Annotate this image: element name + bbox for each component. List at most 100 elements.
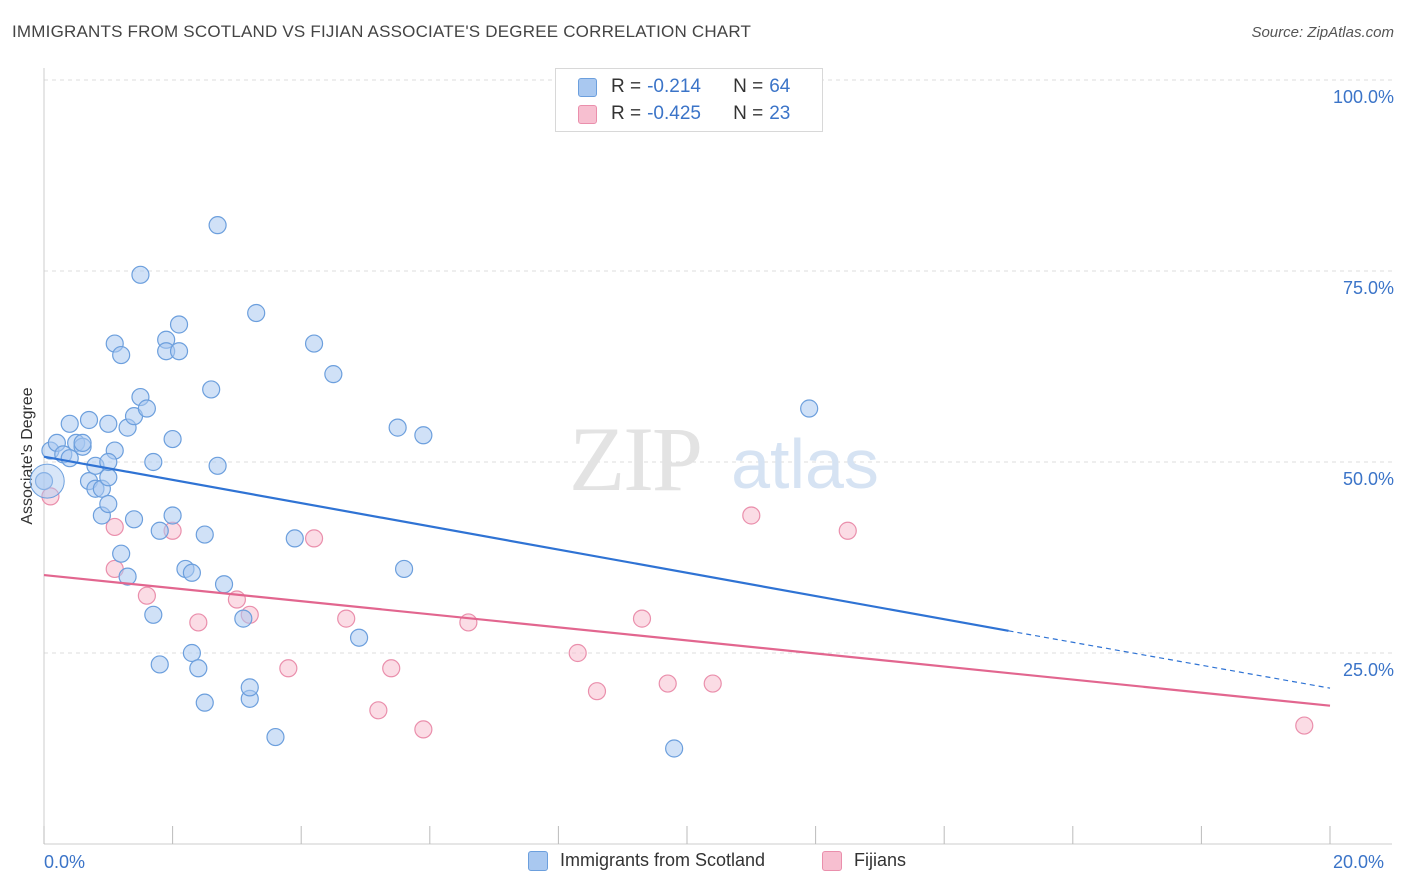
data-point — [266, 727, 285, 747]
legend-swatch-pink — [822, 850, 842, 871]
legend-swatch-pink — [578, 104, 597, 124]
data-point — [150, 521, 169, 540]
legend-swatch-blue — [528, 850, 548, 871]
data-point — [665, 739, 684, 758]
y-tick-25: 25.0% — [1342, 660, 1394, 680]
data-point — [240, 678, 259, 697]
data-point — [195, 693, 214, 712]
watermark-atlas: atlas — [731, 425, 879, 503]
data-point — [34, 472, 54, 491]
n-label: N = — [733, 103, 764, 124]
r-value: -0.214 — [647, 76, 701, 97]
data-point — [144, 605, 163, 624]
grid-lines — [44, 79, 1394, 654]
watermark-zip: ZIP — [569, 408, 701, 510]
n-value: 64 — [769, 76, 791, 97]
stats-row-fijians: R = -0.425 N = 23 — [578, 102, 790, 126]
legend-label: Fijians — [854, 850, 907, 870]
data-point — [208, 216, 227, 235]
data-point — [144, 452, 163, 472]
trend-line-fijians — [43, 573, 1331, 707]
data-point — [208, 456, 227, 475]
data-point — [195, 525, 214, 544]
legend-item-fijians: Fijians — [822, 850, 906, 871]
data-point — [304, 529, 324, 548]
data-point — [202, 380, 221, 399]
r-value: -0.425 — [647, 103, 701, 124]
data-point — [150, 655, 169, 674]
trend-line-scotland — [43, 455, 1009, 632]
x-tick-min: 0.0% — [44, 852, 86, 872]
data-point — [73, 433, 92, 452]
data-point-large — [29, 463, 65, 499]
data-point — [169, 315, 189, 334]
data-point — [304, 334, 324, 353]
stats-legend: R = -0.214 N = 64 R = -0.425 N = 23 — [555, 68, 823, 132]
data-point — [60, 449, 79, 468]
chart-title: IMMIGRANTS FROM SCOTLAND VS FIJIAN ASSOC… — [12, 22, 752, 41]
r-label: R = — [611, 76, 642, 97]
data-point — [99, 414, 118, 433]
data-point — [163, 506, 182, 525]
data-point — [324, 365, 343, 384]
data-point — [99, 452, 118, 472]
data-point — [382, 659, 401, 678]
data-point — [414, 720, 433, 739]
data-point — [99, 494, 118, 514]
data-point — [703, 674, 722, 693]
data-point — [337, 609, 356, 628]
data-point — [124, 510, 144, 529]
data-point — [247, 303, 266, 323]
data-point — [214, 575, 234, 594]
source-label: Source: ZipAtlas.com — [1251, 24, 1394, 41]
data-point — [394, 559, 414, 579]
data-point — [349, 628, 369, 647]
data-point — [632, 609, 652, 628]
series-fijians — [41, 487, 1314, 739]
data-point — [118, 567, 137, 586]
data-point — [189, 659, 208, 678]
data-point — [79, 410, 99, 430]
axes — [43, 68, 1392, 845]
stats-row-scotland: R = -0.214 N = 64 — [578, 75, 790, 99]
trend-lines — [43, 455, 1331, 707]
data-point — [112, 345, 131, 365]
data-point — [285, 529, 304, 548]
data-point — [112, 544, 131, 563]
data-point — [388, 418, 407, 437]
data-point — [568, 643, 587, 663]
y-tick-75: 75.0% — [1342, 278, 1394, 298]
legend-swatch-blue — [578, 77, 597, 97]
data-point — [369, 701, 388, 720]
y-tick-50: 50.0% — [1342, 469, 1394, 489]
data-point — [137, 399, 156, 418]
data-point — [1295, 716, 1314, 735]
legend-label: Immigrants from Scotland — [560, 850, 766, 870]
x-tick-max: 20.0% — [1333, 852, 1385, 872]
data-point — [99, 468, 118, 487]
data-point — [800, 399, 819, 418]
data-point — [279, 659, 298, 678]
data-point — [137, 586, 156, 605]
data-point — [41, 487, 60, 506]
data-point — [105, 517, 124, 537]
data-point — [163, 429, 182, 449]
data-point — [658, 674, 677, 693]
data-point — [234, 609, 253, 628]
data-point — [169, 342, 189, 361]
n-value: 23 — [769, 103, 791, 124]
data-point — [587, 682, 607, 701]
data-point — [60, 414, 79, 433]
data-point — [414, 426, 433, 445]
data-point — [742, 506, 761, 525]
series-scotland — [29, 216, 819, 758]
watermark: ZIP atlas — [569, 408, 879, 510]
data-point — [182, 563, 201, 582]
y-tick-100: 100.0% — [1332, 87, 1394, 107]
data-point — [189, 613, 208, 632]
data-point — [838, 521, 857, 540]
n-label: N = — [733, 76, 764, 97]
trend-line-scotland-extension — [1008, 630, 1331, 689]
r-label: R = — [611, 103, 642, 124]
